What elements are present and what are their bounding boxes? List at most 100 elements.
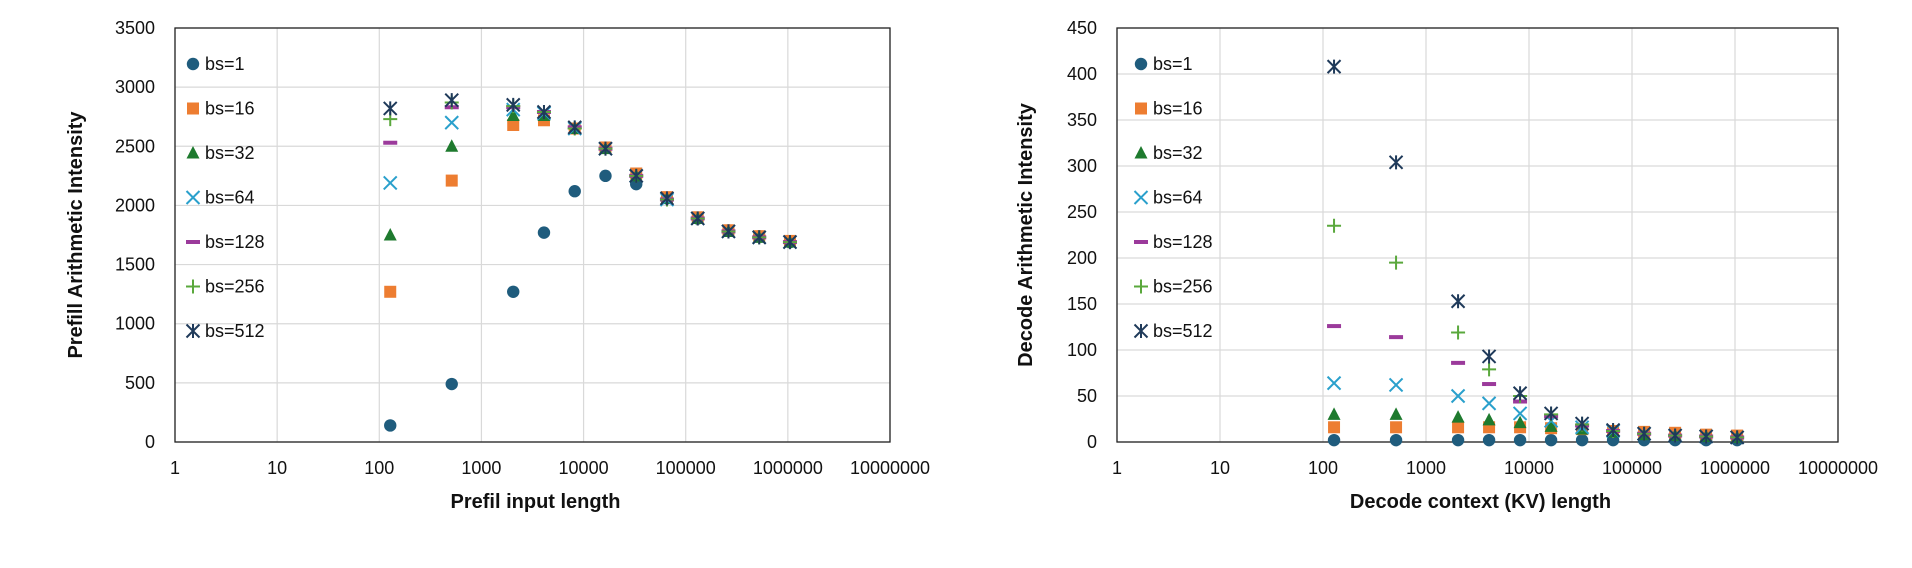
data-point bbox=[507, 285, 520, 298]
y-axis-title: Prefill Arithmetic Intensity bbox=[65, 111, 87, 359]
data-point bbox=[1513, 415, 1527, 429]
data-point bbox=[1326, 59, 1342, 74]
data-point bbox=[506, 97, 521, 113]
data-point bbox=[1389, 433, 1403, 447]
data-point bbox=[507, 118, 520, 131]
data-point bbox=[384, 285, 397, 298]
data-point bbox=[1450, 388, 1466, 404]
legend-marker bbox=[185, 323, 201, 339]
y-tick-label: 400 bbox=[1067, 64, 1097, 84]
legend-marker bbox=[1135, 102, 1147, 115]
data-point bbox=[1389, 255, 1404, 270]
data-point bbox=[1388, 155, 1404, 170]
y-tick-label: 2500 bbox=[115, 136, 155, 156]
x-tick-label: 10000000 bbox=[1798, 458, 1878, 478]
x-tick-label: 10000000 bbox=[850, 458, 930, 478]
data-point bbox=[1388, 377, 1404, 393]
data-point bbox=[1327, 433, 1341, 447]
legend-label: bs=128 bbox=[205, 232, 265, 252]
data-point bbox=[1451, 410, 1465, 423]
legend-label: bs=32 bbox=[1153, 143, 1203, 163]
y-tick-label: 0 bbox=[1087, 432, 1097, 452]
legend: bs=1 bs=16 bs=32 bs=64 bs=128 bs=256 bs=512 bbox=[1133, 54, 1213, 341]
data-point bbox=[1390, 421, 1403, 434]
y-tick-label: 300 bbox=[1067, 156, 1097, 176]
data-point bbox=[383, 175, 398, 191]
data-point bbox=[1481, 349, 1497, 364]
y-tick-label: 200 bbox=[1067, 248, 1097, 268]
legend-marker bbox=[186, 240, 200, 244]
data-point bbox=[1481, 396, 1497, 411]
legend-label: bs=1 bbox=[1153, 54, 1193, 74]
x-axis-title: Prefil input length bbox=[451, 491, 621, 513]
legend-marker bbox=[1134, 57, 1148, 71]
series-bs-512 bbox=[383, 92, 798, 250]
legend-label: bs=512 bbox=[205, 321, 265, 341]
data-point bbox=[598, 141, 613, 156]
data-point bbox=[659, 191, 675, 206]
legend-marker bbox=[185, 190, 201, 205]
data-point bbox=[445, 174, 458, 187]
series-bs-512 bbox=[1326, 59, 1745, 445]
plot-area-border bbox=[1116, 27, 1839, 443]
y-tick-label: 250 bbox=[1067, 202, 1097, 222]
data-point bbox=[1605, 422, 1621, 438]
legend: bs=1 bs=16 bs=32 bs=64 bs=128 bs=256 bs=512 bbox=[185, 54, 265, 341]
legend-marker bbox=[1134, 240, 1148, 244]
legend-label: bs=256 bbox=[1153, 277, 1213, 297]
data-point bbox=[1544, 419, 1558, 432]
legend-label: bs=16 bbox=[1153, 99, 1203, 119]
x-tick-label: 10 bbox=[1210, 458, 1230, 478]
y-tick-label: 50 bbox=[1077, 386, 1097, 406]
y-tick-label: 1500 bbox=[115, 255, 155, 275]
prefill-chart: 1 10 100 1000 10000 100000 1000000 10000000 0 500… bbox=[65, 18, 930, 513]
data-point bbox=[752, 230, 767, 245]
data-point bbox=[1512, 386, 1528, 401]
data-point bbox=[1512, 406, 1528, 421]
data-point bbox=[506, 108, 520, 122]
data-point bbox=[721, 224, 736, 239]
data-point bbox=[1513, 433, 1527, 447]
y-tick-label: 1000 bbox=[115, 314, 155, 334]
data-point bbox=[1667, 428, 1683, 443]
decode-chart: 1 10 100 1000 10000 100000 1000000 10000000 0 50 1… bbox=[1015, 18, 1878, 513]
x-tick-label: 10 bbox=[267, 458, 287, 478]
data-point bbox=[568, 185, 581, 198]
x-tick-label: 100000 bbox=[1602, 458, 1662, 478]
x-tick-label: 1 bbox=[170, 458, 180, 478]
data-point bbox=[383, 101, 398, 116]
data-point bbox=[1450, 294, 1466, 309]
y-tick-label: 3000 bbox=[115, 77, 155, 97]
data-point bbox=[690, 211, 705, 226]
legend-label: bs=128 bbox=[1153, 232, 1213, 252]
data-point bbox=[1327, 218, 1342, 233]
y-tick-label: 100 bbox=[1067, 340, 1097, 360]
data-point bbox=[629, 168, 644, 184]
x-tick-label: 100000 bbox=[656, 458, 716, 478]
legend-label: bs=32 bbox=[205, 143, 255, 163]
x-tick-label: 10000 bbox=[1504, 458, 1554, 478]
x-axis-title: Decode context (KV) length bbox=[1350, 491, 1611, 513]
data-point bbox=[1327, 324, 1342, 329]
y-tick-label: 450 bbox=[1067, 18, 1097, 38]
y-tick-label: 0 bbox=[145, 432, 155, 452]
data-point bbox=[445, 377, 458, 391]
data-point bbox=[444, 115, 459, 130]
y-axis-title: Decode Arithmetic Intensity bbox=[1015, 102, 1037, 367]
data-point bbox=[1729, 430, 1745, 445]
legend-marker bbox=[1134, 279, 1148, 294]
data-point bbox=[1482, 362, 1497, 377]
legend-label: bs=16 bbox=[205, 99, 255, 119]
data-point bbox=[1452, 421, 1465, 434]
data-point bbox=[383, 140, 398, 145]
x-tick-label: 100 bbox=[1308, 458, 1338, 478]
plot-area-border bbox=[174, 27, 891, 443]
data-point bbox=[1389, 407, 1403, 420]
x-tick-label: 1000000 bbox=[1700, 458, 1770, 478]
x-tick-label: 1000 bbox=[461, 458, 501, 478]
legend-label: bs=64 bbox=[205, 188, 255, 208]
data-point bbox=[383, 228, 397, 241]
data-point bbox=[1544, 433, 1558, 447]
legend-marker bbox=[1133, 190, 1149, 205]
